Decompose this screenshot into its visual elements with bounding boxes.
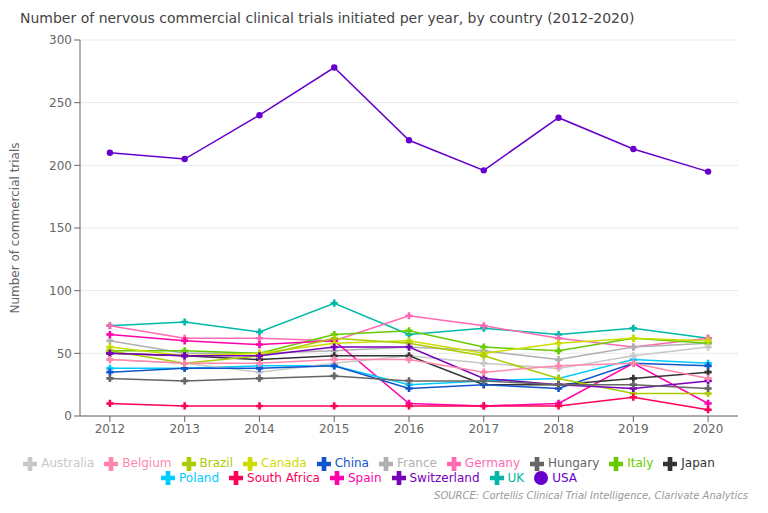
svg-text:150: 150: [49, 221, 72, 235]
svg-text:2014: 2014: [244, 422, 275, 436]
html-text:China: China: [334, 456, 369, 470]
svg-text:2016: 2016: [394, 422, 425, 436]
svg-text:2017: 2017: [468, 422, 499, 436]
svg-text:100: 100: [49, 284, 72, 298]
svg-text:2018: 2018: [543, 422, 574, 436]
html-text:Germany: Germany: [464, 456, 520, 470]
svg-text:250: 250: [49, 96, 72, 110]
svg-text:2019: 2019: [618, 422, 649, 436]
svg-text:0: 0: [64, 409, 72, 423]
html-text:Switzerland: Switzerland: [409, 470, 480, 485]
html-text:USA: USA: [552, 470, 577, 485]
html-text:Japan: Japan: [681, 456, 715, 470]
html-text:Canada: Canada: [261, 456, 307, 470]
html-text:Hungary: Hungary: [548, 456, 600, 470]
svg-text:Number of commercial trials: Number of commercial trials: [8, 142, 22, 313]
html-text:UK: UK: [507, 470, 525, 485]
svg-text:2020: 2020: [693, 422, 724, 436]
svg-text:2012: 2012: [95, 422, 126, 436]
svg-text:200: 200: [49, 159, 72, 173]
html-text:France: France: [397, 456, 437, 470]
html-text:Spain: Spain: [348, 470, 382, 485]
html-text:South Africa: South Africa: [247, 470, 320, 485]
svg-text:2013: 2013: [169, 422, 200, 436]
html-text:Belgium: Belgium: [122, 456, 172, 470]
html-text:Number of nervous commercial c: Number of nervous commercial clinical tr…: [20, 10, 635, 26]
html-text:Italy: Italy: [627, 456, 654, 470]
svg-text:50: 50: [57, 347, 72, 361]
html-text:SOURCE: Cortellis Clinical Tri: SOURCE: Cortellis Clinical Trial Intelli…: [434, 490, 748, 501]
svg-text:300: 300: [49, 33, 72, 47]
svg-text:2015: 2015: [319, 422, 350, 436]
html-text:Brazil: Brazil: [199, 456, 233, 470]
html-text:Australia: Australia: [41, 456, 95, 470]
html-text:Poland: Poland: [179, 470, 219, 485]
